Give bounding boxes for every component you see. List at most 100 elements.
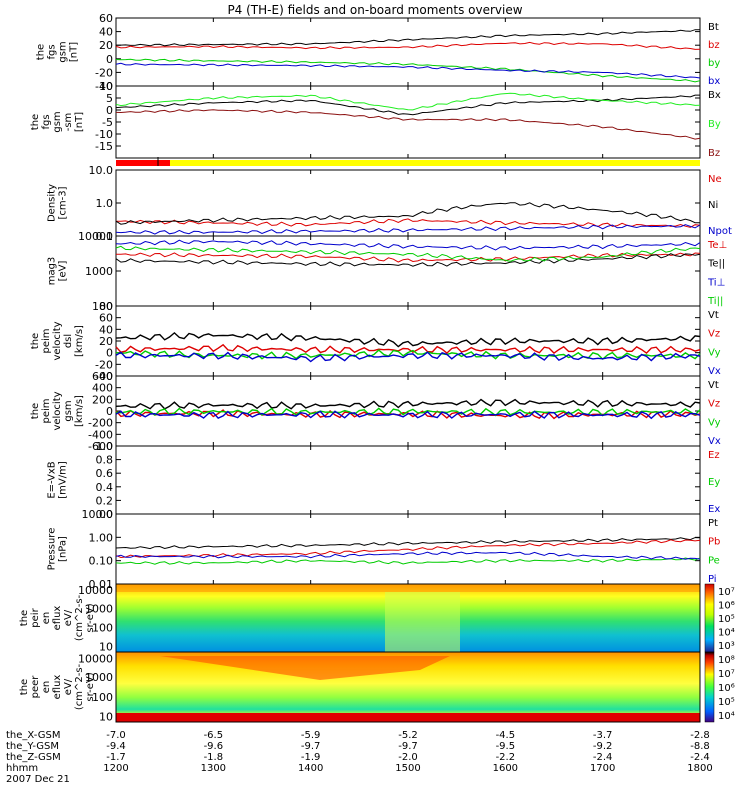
legend-entry-7-3: Pi bbox=[708, 574, 717, 585]
legend-entry-7-2: Pe bbox=[708, 555, 720, 566]
y-axis-label-2-0: Density bbox=[47, 184, 58, 222]
panel-frame-6 bbox=[115, 445, 701, 515]
y-tick-label-2-0: 10.0 bbox=[89, 164, 114, 177]
y-axis-label-5-4: [km/s] bbox=[74, 395, 85, 427]
y-tick-label-1-4: -10 bbox=[95, 128, 113, 141]
y-tick-label-3-0: 10000 bbox=[78, 230, 113, 243]
ephem-value-0-6: -2.8 bbox=[690, 730, 710, 741]
y-axis-label-1-1: fgs bbox=[41, 114, 52, 129]
y-axis-label-9-0: the bbox=[19, 679, 30, 695]
y-tick-label-2-1: 1.0 bbox=[96, 197, 114, 210]
series-line-0-Bt bbox=[115, 29, 701, 47]
y-axis-label-3-1: [eV] bbox=[58, 261, 69, 282]
ephem-value-0-5: -3.7 bbox=[593, 730, 613, 741]
y-tick-label-7-3: 0.01 bbox=[89, 578, 114, 591]
y-axis-label-4-1: peim bbox=[41, 328, 52, 353]
y-axis-label-1-0: the bbox=[30, 114, 41, 130]
status-bar bbox=[116, 157, 700, 166]
y-axis-label-9-2: en bbox=[41, 681, 52, 694]
ephem-date: 2007 Dec 21 bbox=[6, 774, 70, 785]
y-tick-label-0-2: 20 bbox=[99, 39, 113, 52]
y-axis-label-8-1: peir bbox=[30, 607, 41, 627]
y-axis-label-8-0: the bbox=[19, 610, 30, 626]
ephem-value-2-3: -2.0 bbox=[398, 752, 418, 763]
ephem-value-0-4: -4.5 bbox=[496, 730, 516, 741]
colorbar-label-8-0: 10⁷ bbox=[718, 587, 735, 598]
y-axis-label-4-0: the bbox=[30, 333, 41, 349]
y-tick-label-8-1: 1000 bbox=[85, 602, 113, 615]
y-tick-label-1-2: 0 bbox=[106, 104, 113, 117]
ion-colorbar bbox=[704, 583, 715, 653]
legend-entry-1-1: By bbox=[708, 119, 721, 130]
y-tick-label-6-4: 0.2 bbox=[96, 494, 114, 507]
y-tick-label-5-4: -200 bbox=[88, 417, 113, 430]
y-tick-label-4-3: 20 bbox=[99, 335, 113, 348]
series-line-3-Te|| bbox=[115, 253, 701, 267]
y-tick-label-0-5: -40 bbox=[95, 80, 113, 93]
legend-entry-0-0: Bt bbox=[708, 22, 719, 33]
legend-entry-4-0: Vt bbox=[708, 310, 719, 321]
y-tick-label-1-0: 10 bbox=[99, 80, 113, 93]
colorbar-label-8-3: 10⁴ bbox=[718, 628, 735, 639]
y-tick-label-8-3: 10 bbox=[99, 641, 113, 654]
series-line-7-Pi bbox=[115, 551, 701, 560]
series-line-3-Ti⊥ bbox=[115, 239, 701, 251]
y-axis-label-6-1: [mV/m] bbox=[58, 461, 69, 499]
ion-spectrogram bbox=[115, 583, 715, 653]
y-axis-label-6-0: E=-VxB bbox=[47, 461, 58, 498]
y-axis-label-4-3: dsl bbox=[63, 334, 74, 348]
series-line-7-Pt bbox=[115, 537, 701, 550]
electron-spectrogram bbox=[115, 651, 715, 723]
legend-entry-3-1: Te|| bbox=[707, 259, 725, 270]
series-line-1-Bz bbox=[115, 109, 701, 140]
ephem-value-3-4: 1600 bbox=[493, 763, 518, 774]
legend-entry-2-0: Ne bbox=[708, 174, 722, 185]
y-tick-label-4-5: -20 bbox=[95, 358, 113, 371]
y-axis-label-0-1: fgs bbox=[47, 44, 58, 59]
legend-entry-7-0: Pt bbox=[708, 518, 718, 529]
y-axis-label-5-3: gsm bbox=[63, 400, 74, 421]
series-line-2-Npot bbox=[115, 224, 701, 235]
y-axis-label-1-3: -sm bbox=[63, 113, 74, 132]
y-tick-label-8-2: 100 bbox=[92, 622, 113, 635]
y-tick-label-1-3: -5 bbox=[102, 116, 113, 129]
y-tick-label-7-0: 10.00 bbox=[82, 508, 114, 521]
series-line-0-by bbox=[115, 58, 701, 83]
y-axis-label-2-1: [cm-3] bbox=[58, 186, 69, 219]
series-line-4-Vx bbox=[115, 351, 701, 363]
panel-7: 10.00 1.00 0.10 0.01 Pressure [nPa] Pt Pb Pe Pi bbox=[47, 508, 721, 591]
legend-entry-1-2: Bz bbox=[708, 148, 720, 159]
y-axis-label-5-0: the bbox=[30, 403, 41, 419]
electron-spectrogram-frame bbox=[115, 651, 701, 723]
series-line-2-Ne bbox=[116, 218, 701, 228]
ephem-value-2-1: -1.8 bbox=[204, 752, 224, 763]
electron-spectrogram-low-band bbox=[116, 713, 700, 722]
y-axis-label-7-1: [nPa] bbox=[58, 536, 69, 562]
series-line-2-Ni bbox=[115, 202, 701, 225]
legend-entry-5-3: Vx bbox=[708, 436, 721, 447]
y-tick-label-2-2: 0.1 bbox=[96, 230, 114, 243]
legend-entry-3-2: Ti⊥ bbox=[707, 277, 725, 288]
legend-entry-0-1: bz bbox=[708, 40, 720, 51]
ephem-value-1-5: -9.2 bbox=[593, 741, 613, 752]
ephem-value-3-6: 1800 bbox=[687, 763, 712, 774]
series-line-4-Vz bbox=[115, 343, 701, 355]
series-line-7-Pb bbox=[115, 539, 701, 559]
legend-entry-5-1: Vz bbox=[708, 399, 720, 410]
y-tick-label-6-0: 1.0 bbox=[96, 440, 114, 453]
colorbar-label-8-2: 10⁵ bbox=[718, 614, 735, 625]
legend-entry-6-1: Ey bbox=[708, 477, 720, 488]
ephem-value-0-1: -6.5 bbox=[204, 730, 224, 741]
colorbar-label-9-4: 10⁴ bbox=[718, 711, 735, 722]
y-axis-label-8-5: (cm^2-s- bbox=[74, 594, 85, 641]
y-tick-label-4-1: 60 bbox=[99, 312, 113, 325]
y-tick-label-6-3: 0.4 bbox=[96, 481, 114, 494]
y-tick-label-5-3: 0 bbox=[106, 405, 113, 418]
legend-entry-4-3: Vx bbox=[708, 366, 721, 377]
y-axis-label-0-0: the bbox=[36, 44, 47, 60]
y-tick-label-4-0: 80 bbox=[99, 300, 113, 313]
panel-2: 10.0 1.0 0.1 Density [cm-3] Ne Ni Npot bbox=[47, 164, 732, 243]
y-axis-label-9-6: sr-eV) bbox=[85, 672, 96, 701]
